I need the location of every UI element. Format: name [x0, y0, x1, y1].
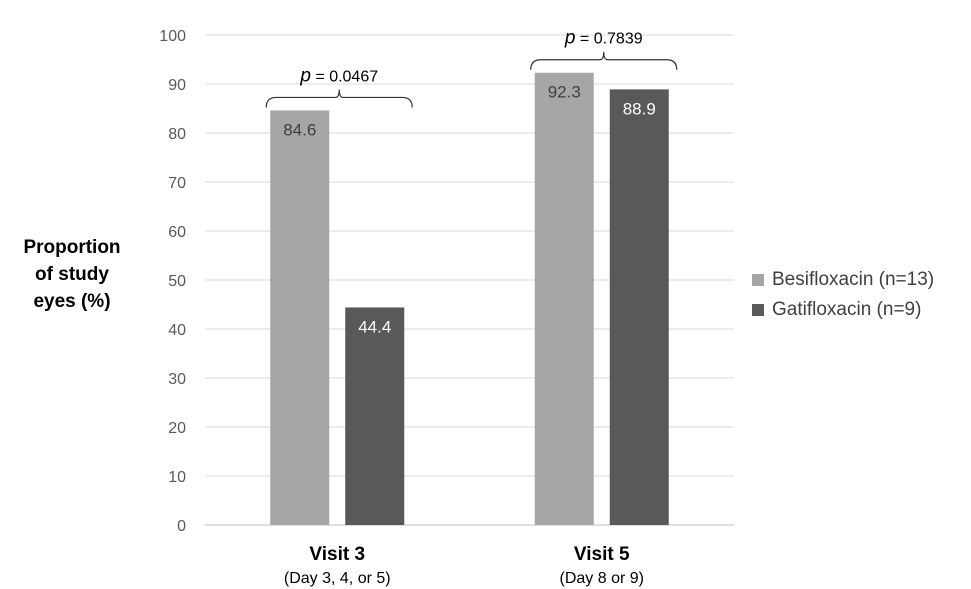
- y-tick-labels: 0 10 20 30 40 50 60 70 80 90 100: [159, 28, 186, 535]
- legend-item-gatifloxacin: Gatifloxacin (n=9): [752, 295, 934, 325]
- bar: [534, 72, 594, 525]
- y-tick-label: 50: [168, 273, 186, 290]
- significance-annotations: p = 0.0467 p = 0.7839: [265, 28, 678, 108]
- y-axis-label: Proportion of study eyes (%): [6, 234, 138, 315]
- y-tick-label: 100: [159, 28, 186, 45]
- y-tick-label: 90: [168, 77, 186, 94]
- bar-value-label: 92.3: [548, 83, 581, 102]
- legend-swatch-gatifloxacin: [752, 304, 764, 316]
- y-tick-label: 0: [177, 518, 186, 535]
- y-axis-label-line-1: Proportion: [23, 237, 121, 258]
- bar-value-label: 44.4: [358, 317, 391, 336]
- p-value-annotation: p = 0.0467: [299, 65, 378, 86]
- p-value-annotation: p = 0.7839: [564, 28, 643, 49]
- legend-label-gatifloxacin: Gatifloxacin (n=9): [772, 299, 922, 320]
- legend: Besifloxacin (n=13) Gatifloxacin (n=9): [752, 265, 934, 325]
- significance-bracket: [265, 89, 413, 108]
- bar: [345, 307, 405, 525]
- legend-item-besifloxacin: Besifloxacin (n=13): [752, 265, 934, 295]
- y-tick-label: 40: [168, 322, 186, 339]
- x-category-label: Visit 3: [309, 544, 365, 565]
- legend-swatch-besifloxacin: [752, 274, 764, 286]
- y-tick-label: 30: [168, 371, 186, 388]
- y-tick-label: 10: [168, 469, 186, 486]
- x-category-sublabel: (Day 8 or 9): [560, 570, 644, 587]
- y-axis-label-line-3: eyes (%): [33, 291, 111, 312]
- bars: [270, 72, 669, 526]
- y-axis-label-line-2: of study: [35, 264, 109, 285]
- legend-label-besifloxacin: Besifloxacin (n=13): [772, 269, 935, 290]
- y-tick-label: 70: [168, 175, 186, 192]
- bar-value-label: 84.6: [283, 120, 316, 139]
- significance-bracket: [530, 51, 678, 70]
- bar-value-label: 88.9: [623, 99, 656, 118]
- x-category-sublabel: (Day 3, 4, or 5): [284, 570, 391, 587]
- y-tick-label: 60: [168, 224, 186, 241]
- y-tick-label: 80: [168, 126, 186, 143]
- x-category-labels: Visit 3 (Day 3, 4, or 5) Visit 5 (Day 8 or …: [284, 544, 644, 587]
- x-category-label: Visit 5: [574, 544, 630, 565]
- bar: [270, 110, 330, 526]
- bar: [609, 89, 669, 525]
- y-tick-label: 20: [168, 420, 186, 437]
- value-labels: 84.6 44.4 92.3 88.9: [283, 83, 656, 337]
